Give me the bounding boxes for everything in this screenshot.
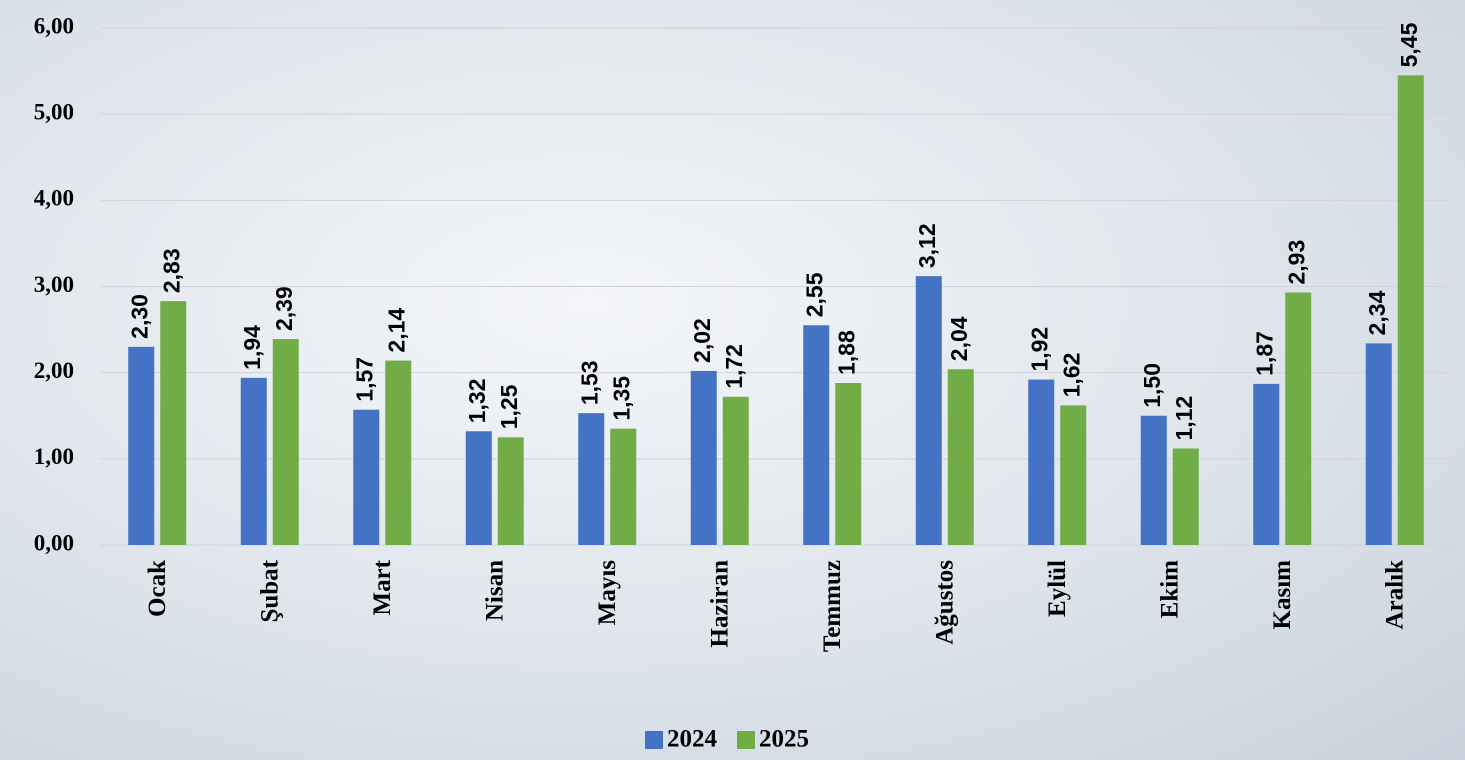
bar — [498, 437, 524, 545]
value-label: 1,12 — [1171, 396, 1197, 441]
bar — [1366, 343, 1392, 545]
y-tick-label: 5,00 — [34, 99, 74, 124]
bar — [1398, 75, 1424, 545]
bar — [128, 347, 154, 545]
y-tick-label: 3,00 — [34, 272, 74, 297]
x-tick-label: Kasım — [1269, 560, 1296, 630]
y-tick-label: 4,00 — [34, 186, 74, 211]
bar — [835, 383, 861, 545]
value-label: 2,83 — [158, 248, 184, 293]
x-tick-label: Mart — [369, 559, 396, 615]
legend-swatch — [737, 731, 755, 749]
value-label: 1,35 — [608, 376, 634, 421]
bar — [273, 339, 299, 545]
value-label: 2,39 — [271, 286, 297, 331]
bar — [723, 397, 749, 545]
x-tick-label: Aralık — [1381, 560, 1408, 630]
y-tick-label: 0,00 — [34, 530, 74, 555]
x-tick-label: Mayıs — [594, 560, 621, 626]
y-tick-label: 6,00 — [34, 13, 74, 38]
bar — [1028, 380, 1054, 545]
value-label: 1,53 — [576, 360, 602, 405]
value-label: 1,50 — [1139, 363, 1165, 408]
x-tick-label: Ekim — [1156, 560, 1183, 619]
value-label: 2,93 — [1283, 240, 1309, 285]
value-label: 2,02 — [689, 318, 715, 363]
value-label: 2,34 — [1364, 290, 1390, 335]
bar — [948, 369, 974, 545]
bar — [803, 325, 829, 545]
value-label: 1,87 — [1251, 331, 1277, 376]
bar — [466, 431, 492, 545]
bar — [610, 429, 636, 545]
legend-swatch — [645, 731, 663, 749]
bar — [916, 276, 942, 545]
x-tick-label: Temmuz — [819, 560, 846, 652]
y-tick-label: 1,00 — [34, 444, 74, 469]
bar — [1285, 293, 1311, 545]
bar — [578, 413, 604, 545]
value-label: 2,04 — [946, 316, 972, 361]
bar — [160, 301, 186, 545]
x-tick-label: Ocak — [144, 560, 171, 617]
bar — [1253, 384, 1279, 545]
value-label: 2,30 — [126, 294, 152, 339]
x-tick-label: Şubat — [256, 559, 283, 622]
chart: 0,00 1,00 2,00 3,00 4,00 5,00 6,00 Ocak 2,302,83… — [0, 0, 1465, 760]
value-label: 1,62 — [1058, 353, 1084, 398]
bar — [691, 371, 717, 545]
value-label: 1,92 — [1026, 327, 1052, 372]
x-tick-label: Nisan — [481, 560, 508, 621]
value-label: 1,57 — [351, 357, 377, 402]
x-tick-label: Eylül — [1044, 560, 1071, 617]
legend-label: 2024 — [667, 726, 718, 753]
value-label: 1,94 — [239, 325, 265, 370]
y-tick-label: 2,00 — [34, 358, 74, 383]
bar — [1173, 448, 1199, 545]
value-label: 3,12 — [914, 223, 940, 268]
value-label: 2,55 — [801, 272, 827, 317]
x-tick-label: Ağustos — [931, 560, 958, 645]
value-label: 1,72 — [721, 344, 747, 389]
value-label: 1,25 — [496, 384, 522, 429]
bar — [385, 361, 411, 545]
value-label: 2,14 — [383, 308, 409, 353]
bar — [1141, 416, 1167, 545]
bar — [353, 410, 379, 545]
x-tick-label: Haziran — [706, 560, 733, 648]
bar — [1060, 405, 1086, 545]
bar — [241, 378, 267, 545]
value-label: 1,88 — [833, 330, 859, 375]
legend-label: 2025 — [759, 726, 809, 753]
value-label: 1,32 — [464, 378, 490, 423]
value-label: 5,45 — [1396, 22, 1422, 67]
